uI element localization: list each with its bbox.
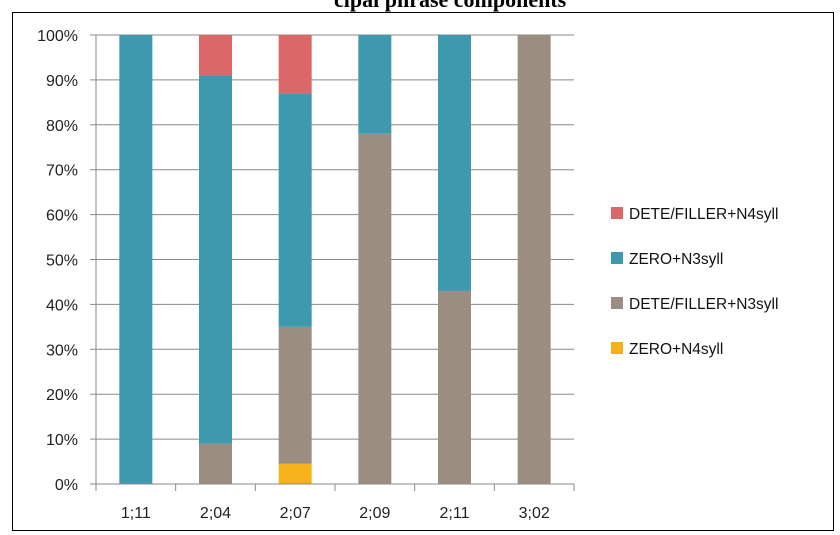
- bar-segment: [278, 93, 312, 327]
- bar-segment: [438, 290, 471, 484]
- y-tick-label: 10%: [46, 432, 78, 449]
- bar-segment: [358, 35, 392, 134]
- bar-segment: [358, 133, 392, 484]
- x-tick-label: 3;02: [519, 505, 550, 522]
- y-tick-label: 40%: [46, 297, 78, 314]
- bar-segment: [278, 35, 312, 94]
- y-tick-label: 70%: [46, 163, 78, 180]
- y-tick-label: 20%: [46, 387, 78, 404]
- y-tick-label: 90%: [46, 73, 78, 90]
- bar-segment: [199, 443, 232, 484]
- x-tick-label: 2;07: [280, 505, 311, 522]
- legend-swatch: [611, 342, 623, 354]
- legend-swatch: [611, 252, 623, 264]
- legend-label: ZERO+N4syll: [629, 341, 723, 358]
- legend: DETE/FILLER+N4syll ZERO+N3syll DETE/FILLER…: [611, 206, 778, 358]
- y-tick-label: 50%: [46, 253, 78, 270]
- legend-label: DETE/FILLER+N4syll: [629, 206, 778, 223]
- legend-swatch: [611, 207, 623, 219]
- legend-label: DETE/FILLER+N3syll: [629, 296, 778, 313]
- x-tick-label: 2;09: [359, 505, 390, 522]
- y-tick-label: 100%: [37, 28, 78, 45]
- gridlines: [95, 34, 574, 485]
- legend-swatch: [611, 297, 623, 309]
- bar-segment: [517, 35, 551, 484]
- x-tick-label: 1;11: [121, 505, 151, 522]
- bar-segment: [199, 35, 232, 76]
- y-tick-label: 80%: [46, 118, 78, 135]
- x-tick-label: 2;11: [440, 505, 470, 522]
- bar-segment: [119, 35, 153, 484]
- bars: [119, 35, 551, 484]
- bar-segment: [278, 326, 312, 464]
- y-tick-label: 60%: [46, 208, 78, 225]
- top-caption-text: cipal phrase components: [334, 0, 566, 13]
- y-axis-ticks: 0% 10% 20% 30% 40% 50% 60% 70% 80% 90% 100%: [37, 28, 96, 494]
- bar-segment: [438, 35, 471, 291]
- bar-segment: [199, 75, 232, 444]
- y-tick-label: 0%: [55, 477, 78, 494]
- x-tick-label: 2;04: [200, 505, 231, 522]
- y-tick-label: 30%: [46, 342, 78, 359]
- bar-segment: [278, 463, 312, 484]
- top-caption-fragment: cipal phrase components: [0, 0, 840, 14]
- x-axis-ticks: 1;11 2;04 2;07 2;09 2;11 3;02: [95, 483, 575, 522]
- legend-label: ZERO+N3syll: [629, 251, 723, 268]
